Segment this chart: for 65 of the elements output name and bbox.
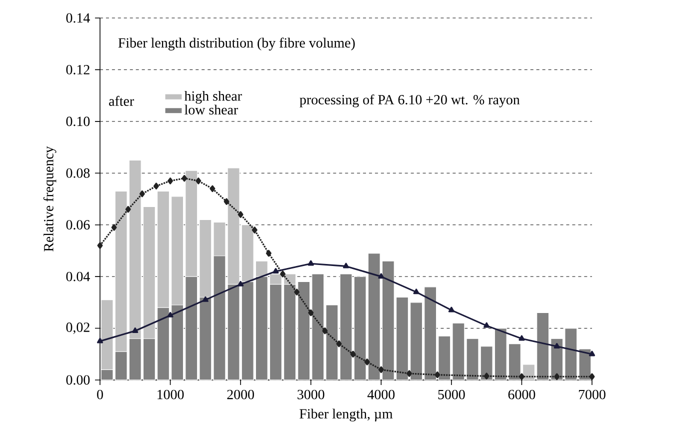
point: [125, 206, 131, 213]
point: [294, 288, 300, 296]
y-tick-label: 0.04: [66, 272, 90, 282]
point: [139, 190, 145, 198]
point: [588, 350, 596, 356]
annotation: processing of PA 6.10 +20 wt. % rayon: [300, 94, 520, 108]
point: [406, 370, 412, 377]
point: [280, 270, 286, 278]
point: [554, 373, 560, 380]
point: [182, 174, 188, 182]
point: [210, 185, 216, 192]
y-tick-label: 0.06: [66, 220, 90, 230]
x-tick-label: 7000: [578, 390, 606, 400]
point: [272, 268, 279, 274]
y-tick-label: 0.08: [66, 168, 90, 178]
x-tick-label: 1000: [158, 390, 184, 400]
point: [378, 366, 384, 374]
point: [589, 373, 595, 380]
legend-label: low shear: [184, 104, 238, 115]
x-tick-label: 6000: [508, 390, 536, 400]
point: [97, 242, 103, 249]
point: [350, 350, 356, 358]
point: [266, 250, 272, 257]
point: [167, 312, 174, 318]
point: [252, 226, 258, 234]
point: [96, 338, 104, 344]
point: [364, 358, 370, 366]
point: [238, 280, 244, 286]
y-tick-label: 0.14: [66, 13, 90, 23]
point: [434, 371, 440, 378]
y-tick-label: 0.10: [66, 116, 90, 126]
point: [554, 342, 560, 348]
point: [132, 327, 138, 333]
x-axis-title: Fiber length, µm: [300, 408, 393, 422]
x-tick-label: 2000: [227, 390, 254, 400]
point: [378, 273, 384, 279]
point: [153, 182, 159, 190]
point: [308, 260, 314, 266]
y-tick-label: 0.12: [66, 64, 90, 74]
point: [168, 177, 174, 184]
point: [111, 224, 117, 231]
point: [238, 211, 244, 218]
text: Fiber length distribution (by fibre volume): [118, 38, 355, 50]
point: [484, 322, 490, 328]
point: [196, 177, 202, 184]
point: [322, 327, 328, 334]
point: [342, 262, 350, 268]
y-tick-label: 0,02: [66, 322, 90, 334]
x-tick-label: 5000: [438, 390, 465, 400]
y-tick-label: 0.00: [66, 375, 90, 385]
point: [413, 288, 420, 294]
point: [448, 306, 454, 312]
point: [202, 296, 208, 302]
point: [518, 335, 525, 341]
x-tick-label: 0: [97, 390, 103, 400]
point: [336, 340, 342, 348]
point: [224, 198, 230, 205]
point: [308, 309, 314, 316]
x-tick-label: 4000: [367, 390, 395, 400]
x-tick-label: 3000: [298, 390, 324, 400]
y-axis-title: Relative frequency: [43, 146, 56, 252]
point: [518, 373, 524, 380]
annotation: after: [109, 96, 134, 106]
legend-label: high shear: [184, 90, 242, 104]
point: [484, 372, 490, 380]
